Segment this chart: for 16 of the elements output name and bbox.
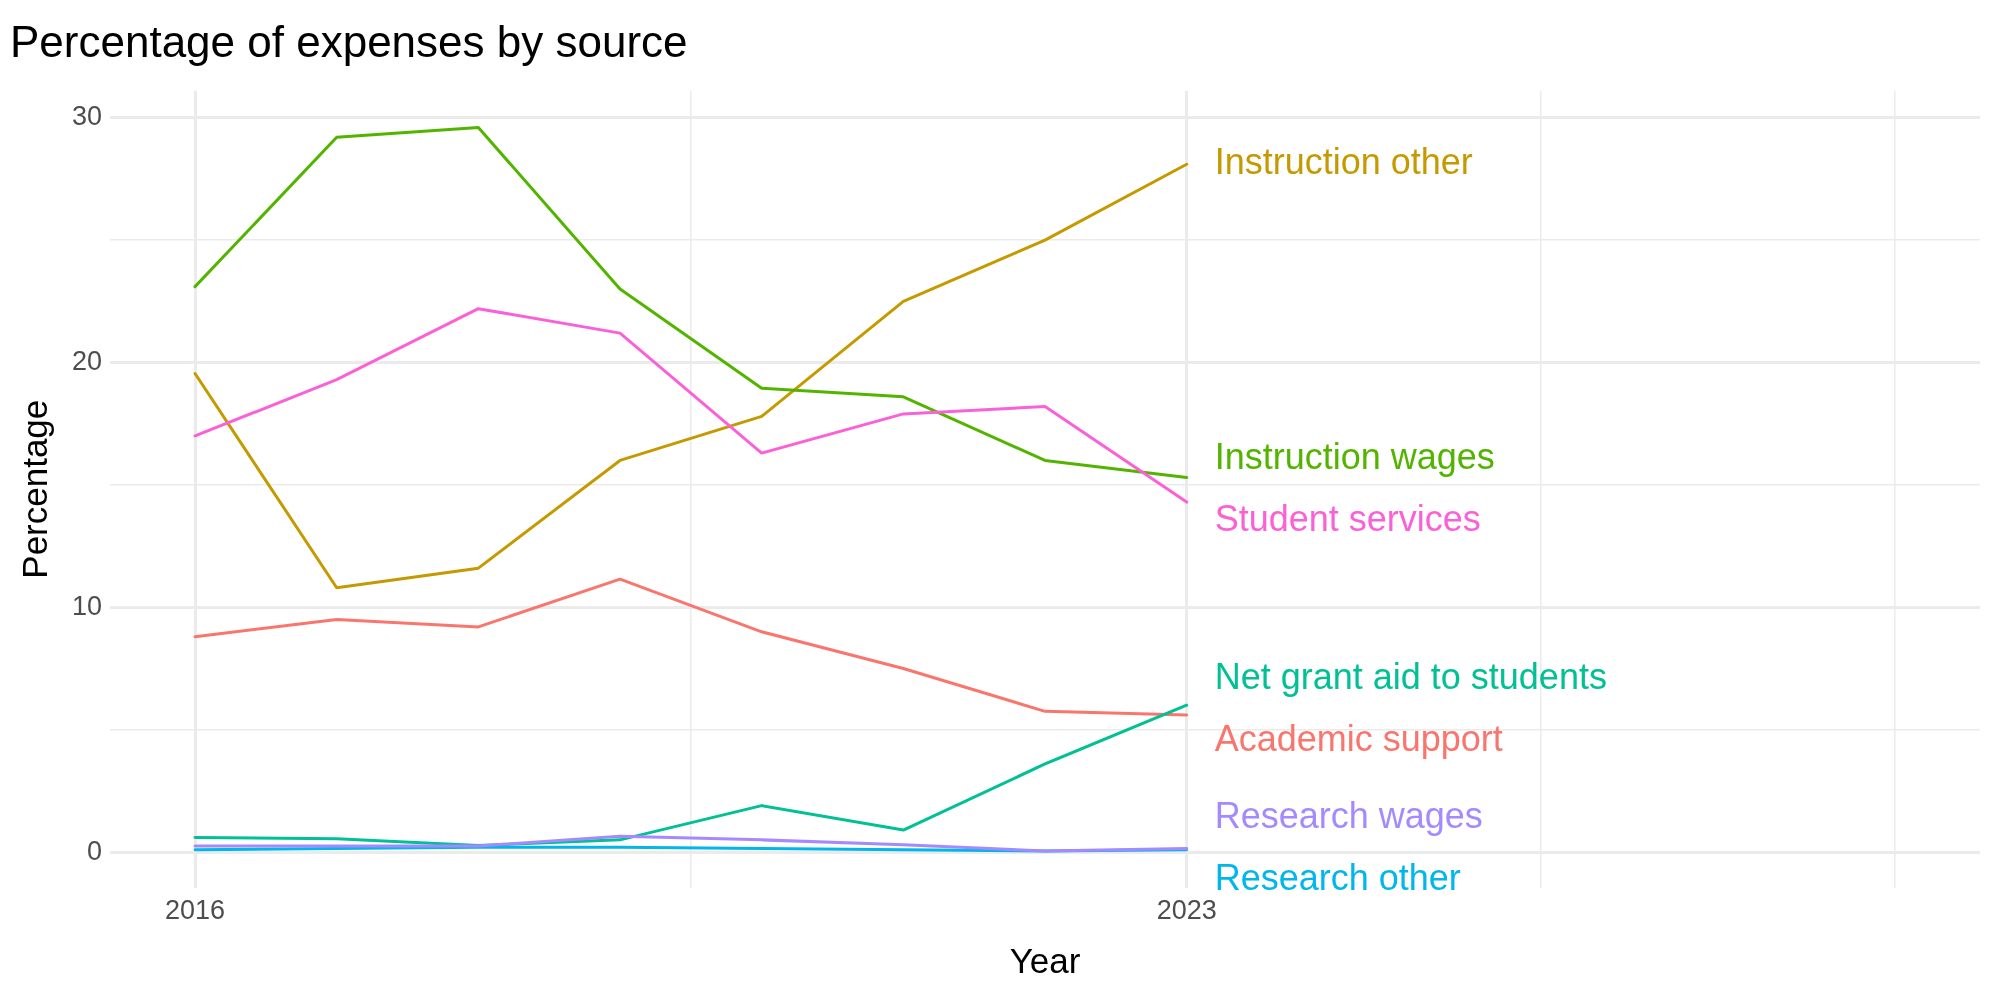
series-label: Net grant aid to students	[1214, 656, 1607, 698]
y-tick-label: 10	[71, 590, 103, 621]
y-tick-label: 20	[71, 345, 103, 376]
series-label: Student services	[1214, 497, 1481, 539]
series-label: Academic support	[1214, 718, 1503, 760]
y-tick-label: 0	[87, 835, 103, 866]
y-tick-label: 30	[71, 101, 103, 132]
series-label: Research wages	[1214, 794, 1483, 836]
x-tick-label: 2023	[1156, 895, 1217, 926]
chart-title: Percentage of expenses by source	[10, 16, 688, 66]
series-label: Instruction other	[1214, 141, 1473, 183]
x-tick-label: 2016	[164, 895, 226, 926]
y-axis-title: Percentage	[14, 399, 54, 579]
series-label: Instruction wages	[1214, 435, 1495, 477]
series-label: Research other	[1214, 856, 1461, 898]
x-axis-title: Year	[1009, 940, 1081, 980]
